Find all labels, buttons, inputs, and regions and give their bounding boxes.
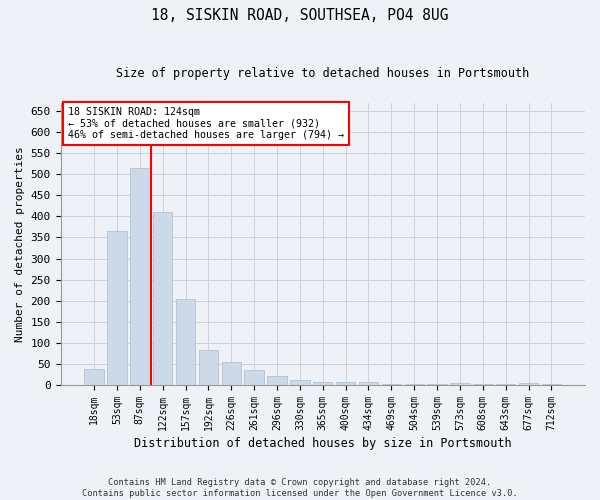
Bar [130,168,149,385]
Bar [336,382,355,385]
Bar [427,384,447,385]
Bar [542,384,561,385]
Bar [107,231,127,385]
Bar [290,380,310,385]
Bar [199,350,218,385]
Bar [221,362,241,385]
Bar [496,384,515,385]
Bar [176,298,195,385]
Bar [313,382,332,385]
Bar [382,384,401,385]
X-axis label: Distribution of detached houses by size in Portsmouth: Distribution of detached houses by size … [134,437,512,450]
Text: 18 SISKIN ROAD: 124sqm
← 53% of detached houses are smaller (932)
46% of semi-de: 18 SISKIN ROAD: 124sqm ← 53% of detached… [68,106,344,140]
Bar [359,382,378,385]
Text: Contains HM Land Registry data © Crown copyright and database right 2024.
Contai: Contains HM Land Registry data © Crown c… [82,478,518,498]
Bar [268,376,287,385]
Bar [450,383,470,385]
Bar [519,383,538,385]
Bar [244,370,264,385]
Bar [153,212,172,385]
Bar [404,384,424,385]
Title: Size of property relative to detached houses in Portsmouth: Size of property relative to detached ho… [116,68,529,80]
Y-axis label: Number of detached properties: Number of detached properties [15,146,25,342]
Bar [85,369,104,385]
Text: 18, SISKIN ROAD, SOUTHSEA, PO4 8UG: 18, SISKIN ROAD, SOUTHSEA, PO4 8UG [151,8,449,22]
Bar [473,384,493,385]
